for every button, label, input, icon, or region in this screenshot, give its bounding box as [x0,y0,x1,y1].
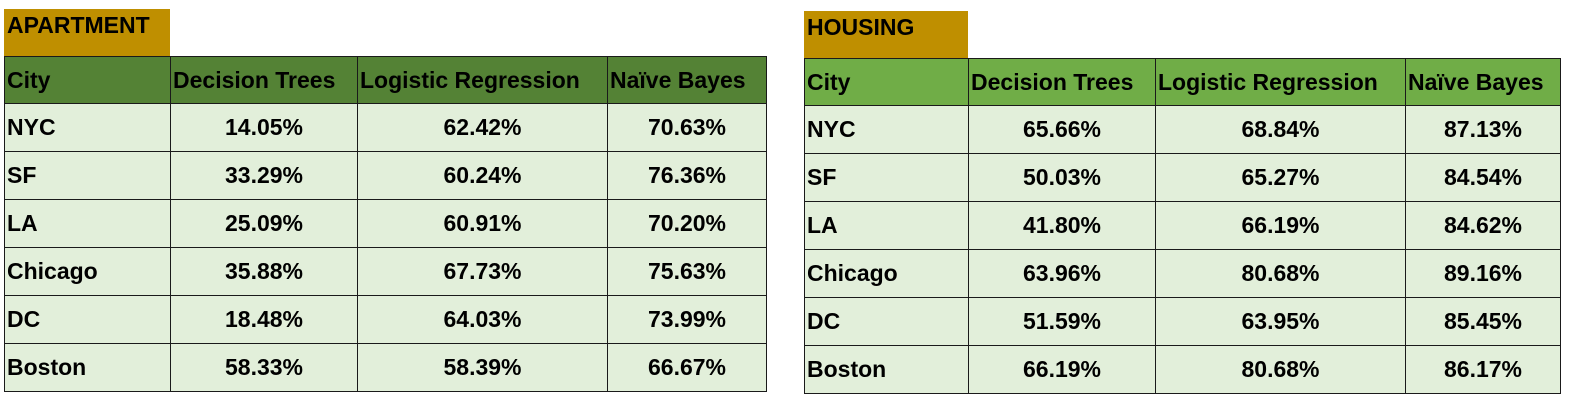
value-cell: 76.36% [607,151,767,200]
value-cell: 84.62% [1405,201,1561,250]
value-cell: 84.54% [1405,153,1561,202]
city-cell: DC [804,297,969,346]
column-header-naive-bayes: Naïve Bayes [607,56,767,104]
table-row: Chicago 35.88% 67.73% 75.63% [4,247,767,296]
value-cell: 89.16% [1405,249,1561,298]
value-cell: 70.63% [607,103,767,152]
value-cell: 62.42% [357,103,608,152]
value-cell: 41.80% [968,201,1156,250]
value-cell: 58.39% [357,343,608,392]
table-row: NYC 65.66% 68.84% 87.13% [804,105,1561,154]
value-cell: 18.48% [170,295,358,344]
value-cell: 66.19% [968,345,1156,394]
value-cell: 33.29% [170,151,358,200]
city-cell: DC [4,295,171,344]
table-row: LA 41.80% 66.19% 84.62% [804,201,1561,250]
value-cell: 64.03% [357,295,608,344]
city-cell: SF [4,151,171,200]
value-cell: 66.19% [1155,201,1406,250]
apartment-label: APARTMENT [4,9,170,57]
city-cell: NYC [4,103,171,152]
city-cell: Chicago [4,247,171,296]
table-row: Boston 58.33% 58.39% 66.67% [4,343,767,392]
value-cell: 85.45% [1405,297,1561,346]
value-cell: 58.33% [170,343,358,392]
column-header-naive-bayes: Naïve Bayes [1405,58,1561,106]
value-cell: 73.99% [607,295,767,344]
value-cell: 25.09% [170,199,358,248]
column-header-logistic-regression: Logistic Regression [357,56,608,104]
housing-label: HOUSING [804,11,968,59]
table-row: LA 25.09% 60.91% 70.20% [4,199,767,248]
value-cell: 86.17% [1405,345,1561,394]
value-cell: 80.68% [1155,249,1406,298]
value-cell: 50.03% [968,153,1156,202]
value-cell: 67.73% [357,247,608,296]
value-cell: 63.96% [968,249,1156,298]
value-cell: 35.88% [170,247,358,296]
column-header-city: City [804,58,969,106]
table-row: Chicago 63.96% 80.68% 89.16% [804,249,1561,298]
city-cell: SF [804,153,969,202]
value-cell: 66.67% [607,343,767,392]
value-cell: 87.13% [1405,105,1561,154]
city-cell: Boston [4,343,171,392]
value-cell: 70.20% [607,199,767,248]
city-cell: LA [4,199,171,248]
value-cell: 60.24% [357,151,608,200]
value-cell: 65.27% [1155,153,1406,202]
table-header-row: City Decision Trees Logistic Regression … [4,56,767,104]
housing-table: City Decision Trees Logistic Regression … [804,58,1561,394]
column-header-logistic-regression: Logistic Regression [1155,58,1406,106]
apartment-table: City Decision Trees Logistic Regression … [4,56,767,392]
column-header-decision-trees: Decision Trees [170,56,358,104]
column-header-decision-trees: Decision Trees [968,58,1156,106]
city-cell: LA [804,201,969,250]
value-cell: 80.68% [1155,345,1406,394]
city-cell: Boston [804,345,969,394]
table-row: NYC 14.05% 62.42% 70.63% [4,103,767,152]
table-row: Boston 66.19% 80.68% 86.17% [804,345,1561,394]
table-header-row: City Decision Trees Logistic Regression … [804,58,1561,106]
value-cell: 65.66% [968,105,1156,154]
value-cell: 51.59% [968,297,1156,346]
city-cell: Chicago [804,249,969,298]
value-cell: 75.63% [607,247,767,296]
value-cell: 68.84% [1155,105,1406,154]
table-row: DC 51.59% 63.95% 85.45% [804,297,1561,346]
value-cell: 14.05% [170,103,358,152]
table-row: DC 18.48% 64.03% 73.99% [4,295,767,344]
column-header-city: City [4,56,171,104]
table-row: SF 50.03% 65.27% 84.54% [804,153,1561,202]
table-row: SF 33.29% 60.24% 76.36% [4,151,767,200]
value-cell: 60.91% [357,199,608,248]
city-cell: NYC [804,105,969,154]
value-cell: 63.95% [1155,297,1406,346]
